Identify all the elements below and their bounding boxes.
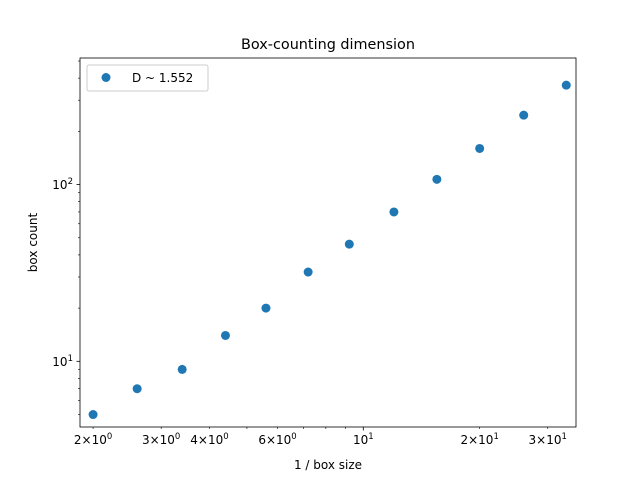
data-point [88,410,98,420]
x-tick-label-base: 10 [353,433,368,447]
y-tick-label-base: 10 [52,178,67,192]
x-axis-label: 1 / box size [294,458,362,472]
x-minor-tick-label-exp: 0 [175,432,180,442]
x-minor-tick-label-exp: 0 [107,432,112,442]
chart-title: Box-counting dimension [241,37,415,53]
x-minor-tick-label: 6×100 [258,432,296,447]
x-tick-label-exp: 1 [368,432,373,442]
x-minor-tick-label-mantissa: 6×10 [258,433,291,447]
data-point [132,384,142,394]
x-minor-tick-label: 3×100 [142,432,180,447]
legend-marker [101,73,111,82]
x-minor-tick-label-mantissa: 4×10 [190,433,223,447]
y-tick-label-exp: 1 [68,354,73,364]
data-point [519,110,529,120]
y-tick-label: 101 [52,354,73,369]
y-axis-label: box count [26,213,40,273]
x-minor-tick-label: 4×100 [190,432,228,447]
plot-area [80,58,576,427]
data-point [561,80,571,90]
y-tick-label: 102 [52,177,73,192]
data-point [389,207,399,217]
x-minor-tick-label: 2×100 [74,432,112,447]
x-minor-tick-label: 3×101 [529,432,567,447]
data-point [261,303,271,313]
legend: D ~ 1.552 [86,64,209,92]
x-minor-tick-label-exp: 1 [562,432,567,442]
x-minor-tick-label-exp: 0 [223,432,228,442]
x-minor-tick-label-mantissa: 3×10 [142,433,175,447]
x-minor-tick-label-mantissa: 2×10 [74,433,107,447]
data-point [344,239,354,249]
legend-box [86,64,209,92]
data-point [220,330,230,340]
data-point [303,267,313,277]
y-tick-label-exp: 2 [68,177,73,187]
x-minor-tick-label-mantissa: 2×10 [460,433,493,447]
x-minor-tick-label: 2×101 [460,432,498,447]
x-tick-label: 101 [353,432,374,447]
data-point [475,143,485,153]
legend-label: D ~ 1.552 [132,71,193,85]
x-minor-tick-label-exp: 0 [291,432,296,442]
scatter-points [88,80,571,420]
data-point [177,364,187,374]
data-point [432,174,442,184]
x-minor-tick-label-mantissa: 3×10 [529,433,562,447]
x-minor-tick-label-exp: 1 [493,432,498,442]
y-tick-label-base: 10 [52,355,67,369]
plot-frame [79,57,577,428]
